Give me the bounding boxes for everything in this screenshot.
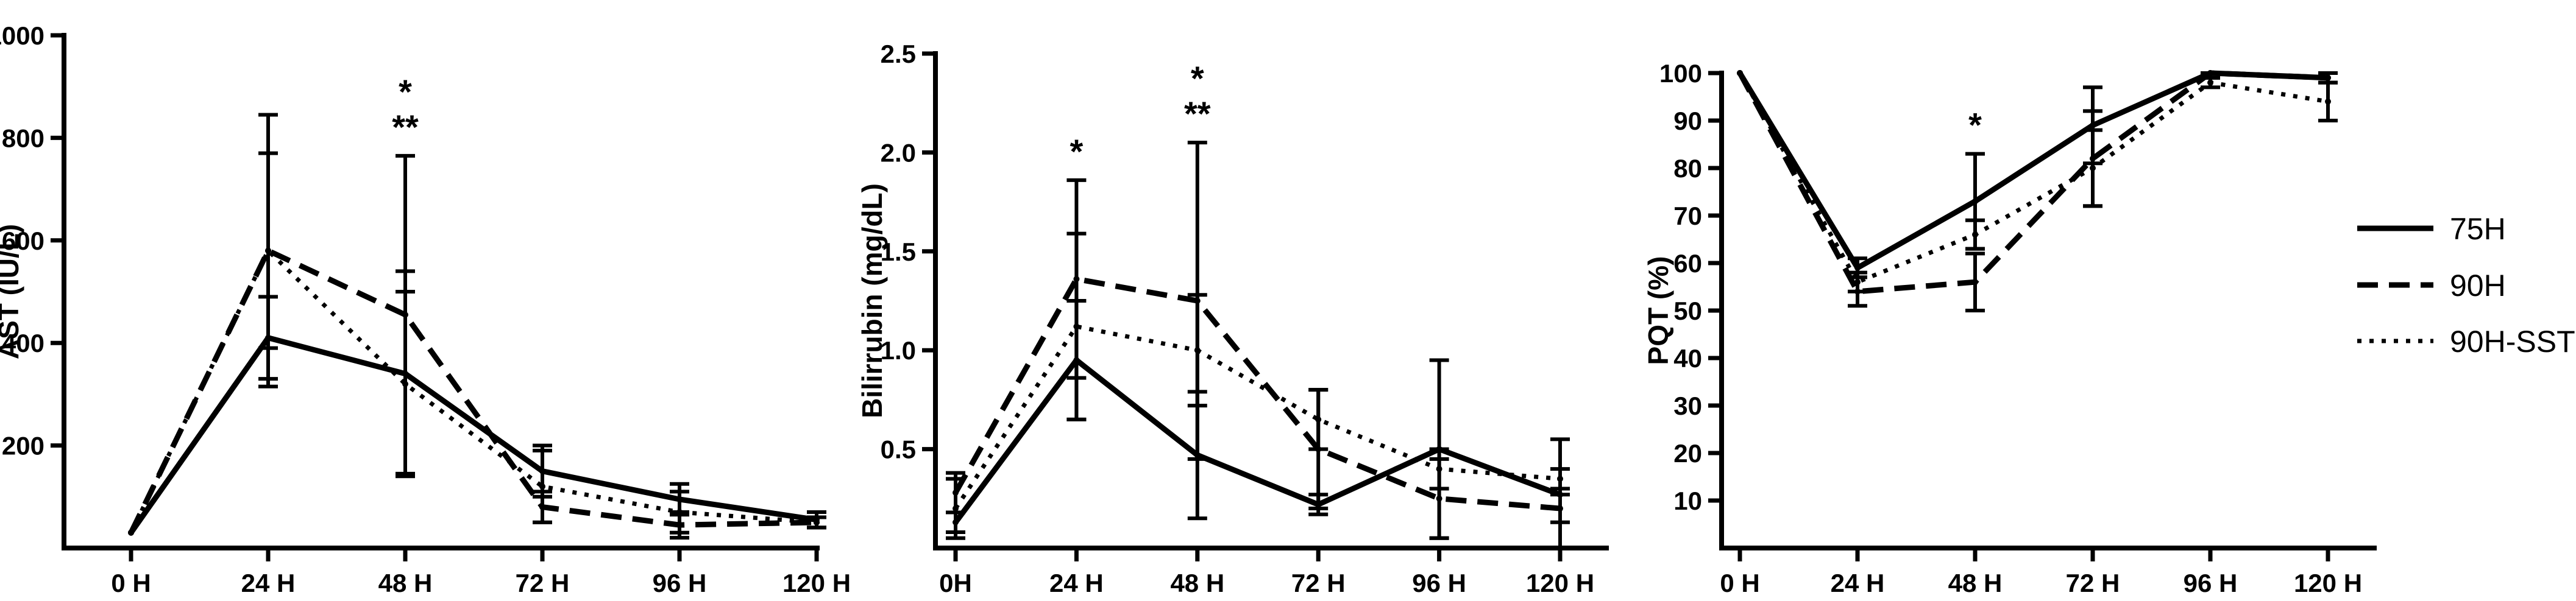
- bilirubin-data-point: [1557, 505, 1563, 512]
- ast-data-point: [676, 509, 683, 516]
- ast-significance-mark: *: [399, 72, 412, 111]
- pqt-data-point: [2325, 98, 2331, 105]
- ast-series-90h-sst-line: [129, 248, 817, 534]
- pqt-x-tick-label: 96 H: [2184, 569, 2238, 597]
- ast-x-tick-label: 96 H: [653, 569, 707, 597]
- bilirubin-y-tick-label: 1.0: [881, 336, 916, 365]
- pqt-x-tick-label: 48 H: [1948, 569, 2003, 597]
- pqt-y-tick-label: 90: [1673, 107, 1702, 135]
- pqt-data-point: [1972, 279, 1978, 286]
- ast-x-tick-label: 24 H: [241, 569, 296, 597]
- pqt-y-tick-label: 10: [1673, 487, 1702, 515]
- bilirubin-y-tick-label: 1.5: [881, 237, 916, 266]
- bilirubin-data-point: [1073, 323, 1080, 330]
- ast-y-tick-label: 600: [2, 227, 44, 255]
- ast-y-axis-title: AST (IU/L): [0, 224, 24, 359]
- bilirubin-chart: 0.5 1.0 1.5 2.0 2.5 0H 24 H 48 H 72 H 96 H 120 H Bi…: [856, 40, 1609, 597]
- ast-y-tick-label: 800: [2, 124, 44, 152]
- bilirubin-x-tick-label: 96 H: [1412, 569, 1466, 597]
- pqt-series-90h-sst-line: [1737, 72, 2329, 284]
- ast-data-point: [128, 529, 134, 536]
- pqt-y-tick-label: 80: [1673, 154, 1702, 183]
- bilirubin-data-point: [1557, 476, 1563, 482]
- pqt-chart: 10 20 30 40 50 60 70 80 90 100 0 H 24 H 48 H 72 H 96 H…: [1642, 59, 2377, 597]
- ast-x-tick-label: 120 H: [782, 569, 851, 597]
- pqt-data-point: [1854, 279, 1861, 286]
- ast-y-tick-label: 200: [2, 432, 44, 460]
- ast-x-tick-label: 0 H: [111, 569, 151, 597]
- pqt-significance-mark: *: [1968, 106, 1982, 144]
- bilirubin-significance-mark: *: [1070, 132, 1084, 170]
- bilirubin-y-tick-label: 2.5: [881, 40, 916, 68]
- pqt-x-tick-label: 72 H: [2066, 569, 2120, 597]
- ast-data-point: [265, 247, 271, 254]
- bilirubin-x-tick-label: 120 H: [1526, 569, 1594, 597]
- ast-x-tick-label: 72 H: [516, 569, 570, 597]
- bilirubin-data-point: [1194, 347, 1201, 354]
- pqt-data-point: [1737, 70, 1743, 76]
- bilirubin-data-point: [953, 505, 959, 512]
- pqt-x-tick-label: 24 H: [1831, 569, 1885, 597]
- legend-label-90h: 90H: [2450, 269, 2506, 303]
- pqt-data-point: [2207, 79, 2213, 86]
- ast-data-point: [539, 483, 545, 490]
- ast-series-90h-line: [128, 248, 817, 534]
- ast-data-point: [814, 519, 820, 525]
- pqt-series-90h-line: [1737, 70, 2329, 295]
- legend-label-75h: 75H: [2450, 212, 2506, 246]
- bilirubin-series-75h-line: [953, 357, 1561, 524]
- ast-series-75h-line: [129, 335, 817, 535]
- pqt-y-tick-label: 100: [1659, 59, 1702, 88]
- pqt-data-point: [1854, 264, 1861, 271]
- bilirubin-series-90h-line: [953, 276, 1561, 511]
- pqt-x-tick-label: 120 H: [2294, 569, 2362, 597]
- bilirubin-data-point: [1436, 466, 1442, 473]
- bilirubin-x-tick-label: 48 H: [1170, 569, 1224, 597]
- bilirubin-y-tick-label: 0.5: [881, 435, 916, 464]
- bilirubin-y-axis-title: Bilirrubin (mg/dL): [856, 183, 888, 418]
- bilirubin-y-tick-label: 2.0: [881, 138, 916, 167]
- pqt-y-tick-label: 20: [1673, 439, 1702, 468]
- pqt-series-75h-line: [1737, 70, 2329, 271]
- pqt-data-point: [1972, 231, 1978, 238]
- ast-data-point: [402, 381, 408, 387]
- pqt-y-tick-label: 40: [1673, 344, 1702, 373]
- legend: 75H 90H 90H-SST: [2357, 212, 2575, 359]
- ast-significance-mark: **: [392, 108, 419, 146]
- ast-x-tick-label: 48 H: [378, 569, 433, 597]
- bilirubin-x-tick-label: 0H: [939, 569, 972, 597]
- legend-label-90h-sst: 90H-SST: [2450, 325, 2575, 359]
- bilirubin-data-point: [1436, 495, 1442, 502]
- ast-y-tick-label: 400: [2, 329, 44, 357]
- bilirubin-significance-mark: **: [1184, 94, 1211, 133]
- pqt-y-tick-label: 70: [1673, 202, 1702, 230]
- pqt-data-point: [2325, 74, 2331, 81]
- pqt-y-tick-label: 30: [1673, 392, 1702, 420]
- pqt-data-point: [2207, 70, 2213, 76]
- pqt-x-tick-label: 0 H: [1720, 569, 1759, 597]
- bilirubin-data-point: [1315, 416, 1322, 423]
- pqt-y-tick-label: 50: [1673, 297, 1702, 325]
- bilirubin-x-tick-label: 24 H: [1049, 569, 1104, 597]
- pqt-data-point: [1972, 198, 1978, 205]
- pqt-data-point: [2090, 165, 2096, 171]
- bilirubin-significance-mark: *: [1191, 59, 1204, 97]
- bilirubin-x-tick-label: 72 H: [1291, 569, 1346, 597]
- pqt-y-axis-title: PQT (%): [1642, 256, 1674, 365]
- pqt-y-tick-label: 60: [1673, 249, 1702, 278]
